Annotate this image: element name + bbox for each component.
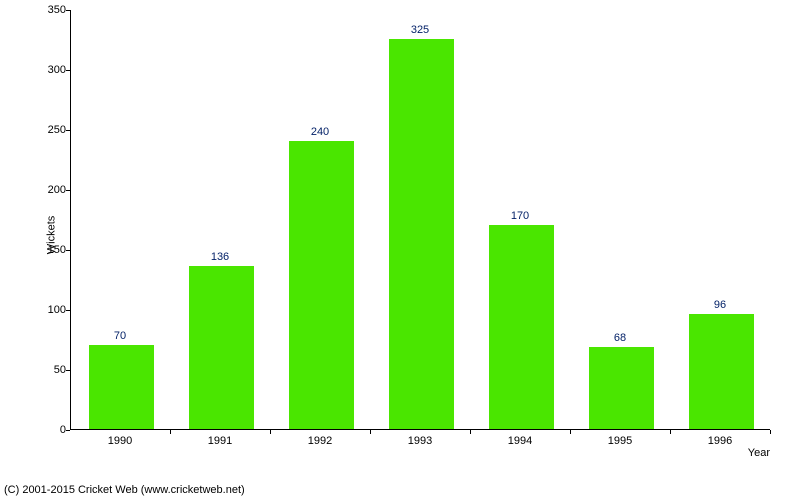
y-tick-label: 150 (36, 244, 66, 256)
y-tick-mark (66, 130, 70, 131)
chart-bar (489, 225, 554, 429)
bar-value-label: 136 (211, 251, 229, 263)
chart-bar (589, 347, 654, 429)
x-tick-mark (170, 430, 171, 434)
x-tick-mark (470, 430, 471, 434)
y-tick-mark (66, 250, 70, 251)
y-tick-label: 0 (36, 424, 66, 436)
y-tick-mark (66, 310, 70, 311)
x-tick-label: 1990 (108, 435, 132, 447)
y-tick-label: 300 (36, 64, 66, 76)
y-tick-label: 350 (36, 4, 66, 16)
x-tick-label: 1991 (208, 435, 232, 447)
x-tick-mark (270, 430, 271, 434)
x-tick-mark (770, 430, 771, 434)
x-tick-mark (370, 430, 371, 434)
y-tick-mark (66, 370, 70, 371)
y-tick-mark (66, 190, 70, 191)
chart-bar (189, 266, 254, 429)
bar-value-label: 68 (614, 332, 626, 344)
plot-area (70, 10, 770, 430)
bar-value-label: 240 (311, 126, 329, 138)
y-tick-label: 50 (36, 364, 66, 376)
copyright-text: (C) 2001-2015 Cricket Web (www.cricketwe… (4, 484, 245, 496)
x-tick-label: 1994 (508, 435, 532, 447)
chart-bar (389, 39, 454, 429)
y-tick-label: 200 (36, 184, 66, 196)
x-tick-label: 1995 (608, 435, 632, 447)
x-axis-title: Year (748, 447, 770, 459)
chart-bar (689, 314, 754, 429)
x-tick-label: 1992 (308, 435, 332, 447)
bar-value-label: 96 (714, 299, 726, 311)
y-tick-mark (66, 430, 70, 431)
y-tick-mark (66, 10, 70, 11)
chart-bar (289, 141, 354, 429)
y-tick-mark (66, 70, 70, 71)
y-tick-label: 100 (36, 304, 66, 316)
bar-value-label: 170 (511, 210, 529, 222)
chart-container: Wickets Year 050100150200250300350701990… (50, 10, 780, 460)
y-tick-label: 250 (36, 124, 66, 136)
x-tick-label: 1996 (708, 435, 732, 447)
bar-value-label: 70 (114, 330, 126, 342)
chart-bar (89, 345, 154, 429)
bar-value-label: 325 (411, 24, 429, 36)
x-tick-label: 1993 (408, 435, 432, 447)
x-tick-mark (570, 430, 571, 434)
x-tick-mark (670, 430, 671, 434)
